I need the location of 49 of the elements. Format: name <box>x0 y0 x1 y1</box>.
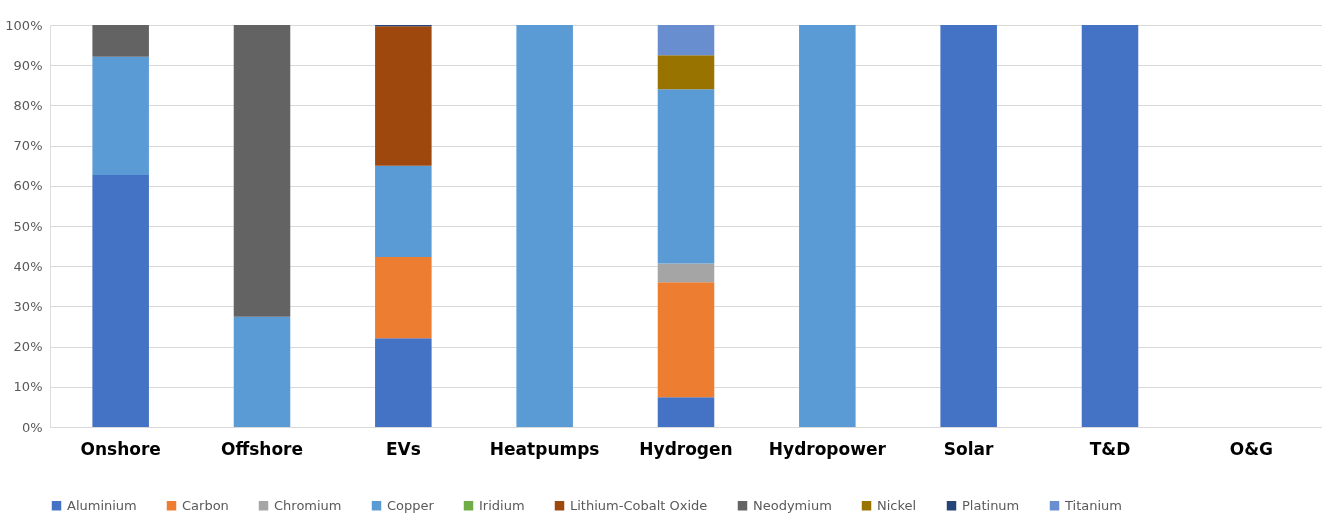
y-tick-label: 90% <box>13 57 43 73</box>
bar <box>233 25 291 317</box>
bar <box>375 256 432 339</box>
y-tick-label: 60% <box>13 178 43 194</box>
x-tick-label: O&G <box>1229 438 1273 459</box>
bar <box>92 25 149 57</box>
bar <box>233 316 291 427</box>
x-tick-label: EVs <box>385 438 421 459</box>
y-tick-label: 20% <box>13 339 43 355</box>
bar <box>92 56 149 175</box>
legend-label: Carbon <box>182 497 229 513</box>
y-tick-label: 40% <box>13 258 43 274</box>
legend-label: Copper <box>387 497 435 513</box>
y-tick-label: 70% <box>13 138 43 154</box>
legend-label: Nickel <box>877 497 917 513</box>
y-tick-label: 80% <box>13 97 43 113</box>
bar <box>657 25 715 56</box>
bar <box>657 55 715 90</box>
bar <box>1081 25 1139 427</box>
y-tick-label: 100% <box>5 17 43 33</box>
legend-label: Iridium <box>479 497 525 513</box>
legend-label: Titanium <box>1064 497 1122 513</box>
x-tick-label: Hydropower <box>768 438 887 459</box>
bar <box>516 25 573 427</box>
x-tick-label: Heatpumps <box>489 438 600 459</box>
legend-label: Chromium <box>274 497 342 513</box>
bar <box>375 165 432 257</box>
legend-label: Platinum <box>962 497 1020 513</box>
legend-label: Lithium-Cobalt Oxide <box>570 497 708 513</box>
bar <box>657 282 715 398</box>
x-tick-label: Offshore <box>220 438 304 459</box>
bar <box>657 397 715 427</box>
bar <box>92 174 149 427</box>
x-tick-label: Solar <box>943 438 995 459</box>
x-tick-label: Hydrogen <box>639 438 733 459</box>
bar <box>657 89 715 264</box>
bar <box>657 263 715 283</box>
y-tick-label: 50% <box>13 218 43 234</box>
bar <box>799 25 856 427</box>
legend-label: Neodymium <box>753 497 832 513</box>
x-tick-label: Onshore <box>80 438 161 459</box>
bar <box>375 26 432 166</box>
bar <box>940 25 997 427</box>
legend-label: Aluminium <box>67 497 137 513</box>
y-tick-label: 0% <box>21 419 43 435</box>
x-tick-label: T&D <box>1089 438 1131 459</box>
y-tick-label: 10% <box>13 379 43 395</box>
bar <box>375 338 432 427</box>
y-tick-label: 30% <box>13 298 43 314</box>
